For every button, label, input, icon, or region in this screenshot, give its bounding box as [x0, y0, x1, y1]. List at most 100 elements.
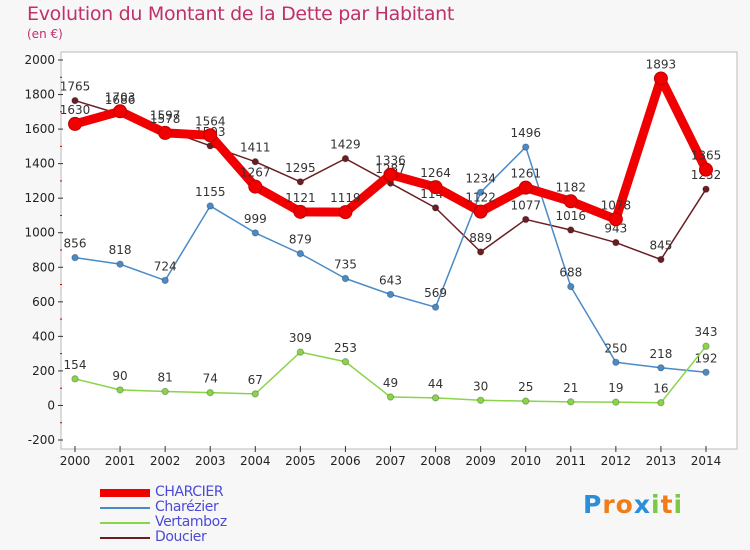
data-point: [428, 180, 443, 195]
data-point: [341, 274, 350, 283]
data-point: [476, 188, 485, 197]
data-point: [657, 398, 665, 407]
data-label: 735: [334, 258, 357, 272]
data-point: [386, 290, 395, 299]
data-point: [71, 375, 79, 383]
logo-letter: i: [673, 490, 684, 519]
data-label: 343: [695, 325, 718, 339]
legend-label-vertamboz: Vertamboz: [155, 514, 227, 530]
chart-title: Evolution du Montant de la Dette par Hab…: [27, 3, 455, 25]
data-point: [158, 125, 173, 140]
data-label: 1597: [150, 109, 181, 123]
data-point: [567, 398, 575, 406]
y-tick-label: 200: [32, 364, 55, 378]
data-label: 1261: [510, 167, 541, 181]
x-tick-label: 2001: [105, 454, 136, 468]
data-label: 569: [424, 286, 447, 300]
y-tick-label: 1000: [24, 226, 55, 240]
data-point: [612, 398, 620, 406]
x-tick-label: 2005: [285, 454, 316, 468]
x-tick-label: 2008: [420, 454, 451, 468]
data-label: 30: [473, 379, 488, 393]
data-label: 250: [604, 341, 627, 355]
x-tick-label: 2003: [195, 454, 226, 468]
y-tick-label: -200: [28, 433, 55, 447]
y-tick-label: 400: [32, 329, 55, 343]
data-point: [206, 142, 214, 150]
data-label: 845: [649, 239, 672, 253]
data-label: 1119: [330, 191, 361, 205]
data-point: [116, 386, 124, 394]
data-label: 1893: [646, 57, 677, 71]
data-label: 1121: [285, 191, 316, 205]
logo-letter: t: [660, 490, 674, 519]
x-tick-label: 2009: [465, 454, 496, 468]
legend-swatch-charezier: [100, 507, 150, 509]
data-label: 1630: [60, 103, 91, 117]
data-label: 1429: [330, 138, 361, 152]
data-label: 192: [695, 351, 718, 365]
data-label: 90: [112, 369, 127, 383]
data-point: [702, 368, 710, 376]
y-tick-label: 800: [32, 260, 55, 274]
data-point: [383, 167, 398, 182]
data-point: [161, 387, 169, 396]
data-point: [522, 397, 530, 405]
data-label: 688: [559, 266, 582, 280]
data-point: [293, 204, 308, 219]
data-label: 1411: [240, 141, 271, 155]
data-label: 19: [608, 381, 623, 395]
data-label: 1155: [195, 185, 226, 199]
data-label: 1765: [60, 80, 91, 94]
data-point: [431, 303, 440, 311]
data-point: [206, 202, 214, 210]
data-label: 16: [653, 382, 668, 396]
data-point: [653, 71, 668, 86]
data-label: 1264: [420, 166, 451, 180]
data-point: [251, 158, 259, 166]
data-point: [248, 179, 263, 194]
y-tick-label: 1800: [24, 88, 55, 102]
data-point: [116, 260, 124, 268]
logo-letter: P: [583, 490, 603, 519]
data-label: 309: [289, 331, 312, 345]
data-label: 1336: [375, 154, 406, 168]
data-point: [563, 194, 578, 209]
data-label: 1295: [285, 161, 316, 175]
data-point: [522, 215, 530, 224]
data-label: 74: [203, 372, 218, 386]
data-label: 889: [469, 231, 492, 245]
data-point: [296, 178, 305, 186]
line-chart: -200 0 200 400 600 800 1000 1200 1400 1600 1800 200…: [24, 51, 738, 468]
data-point: [702, 185, 710, 193]
logo-letter: r: [602, 490, 616, 519]
legend-swatch-doucier: [100, 537, 150, 539]
legend-label-charezier: Charézier: [155, 499, 219, 515]
data-point: [386, 393, 395, 401]
x-tick-label: 2012: [601, 454, 632, 468]
data-label: 1578: [150, 112, 181, 126]
data-label: 49: [383, 376, 398, 390]
data-label: 44: [428, 377, 443, 391]
data-label: 856: [64, 237, 87, 251]
y-tick-label: 0: [47, 398, 55, 412]
logo-letter: x: [633, 490, 651, 519]
data-point: [71, 96, 79, 105]
x-tick-label: 2011: [556, 454, 587, 468]
data-point: [341, 358, 350, 366]
legend-label-doucier: Doucier: [155, 529, 207, 545]
data-point: [113, 104, 128, 119]
data-label: 1234: [465, 171, 496, 185]
data-point: [476, 396, 485, 404]
data-point: [338, 205, 353, 220]
x-tick-label: 2006: [330, 454, 361, 468]
logo-letter: o: [615, 490, 634, 519]
chart-subtitle: (en €): [27, 27, 63, 41]
data-point: [657, 364, 665, 372]
data-label: 1496: [510, 126, 541, 140]
data-point: [702, 342, 710, 350]
data-label: 1078: [601, 198, 632, 212]
data-label: 724: [154, 259, 177, 273]
data-point: [206, 388, 214, 397]
x-tick-label: 2007: [375, 454, 406, 468]
